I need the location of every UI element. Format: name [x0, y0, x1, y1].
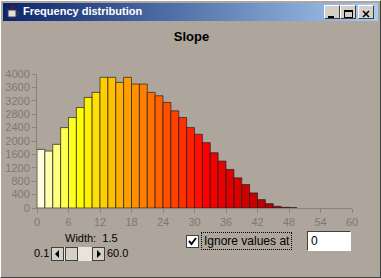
svg-text:0: 0 [34, 216, 40, 226]
svg-text:42: 42 [251, 216, 263, 226]
svg-text:12: 12 [94, 216, 106, 226]
svg-text:18: 18 [125, 216, 137, 226]
html-text:Width: 1.5: Width: 1.5 [65, 232, 118, 244]
svg-text:800: 800 [11, 175, 29, 187]
svg-text:Slope: Slope [174, 29, 209, 44]
svg-text:2000: 2000 [5, 135, 29, 147]
svg-text:2400: 2400 [5, 121, 29, 133]
svg-text:0: 0 [24, 202, 30, 214]
html-text:Frequency distribution: Frequency distribution [23, 5, 143, 17]
svg-text:60: 60 [346, 216, 358, 226]
svg-text:24: 24 [157, 216, 169, 226]
svg-text:54: 54 [314, 216, 326, 226]
html-text:0.1: 0.1 [34, 247, 50, 259]
svg-text:4000: 4000 [5, 68, 29, 80]
html-text:Ignore values at: Ignore values at [204, 234, 290, 248]
svg-text:30: 30 [188, 216, 200, 226]
svg-text:48: 48 [283, 216, 295, 226]
html-text:0: 0 [311, 234, 318, 248]
html-text:60.0: 60.0 [107, 247, 129, 259]
svg-text:3200: 3200 [5, 95, 29, 107]
svg-text:6: 6 [65, 216, 71, 226]
svg-text:3600: 3600 [5, 81, 29, 93]
svg-text:36: 36 [220, 216, 232, 226]
svg-text:1200: 1200 [5, 162, 29, 174]
svg-text:2800: 2800 [5, 108, 29, 120]
svg-text:1600: 1600 [5, 148, 29, 160]
svg-text:400: 400 [11, 188, 29, 200]
